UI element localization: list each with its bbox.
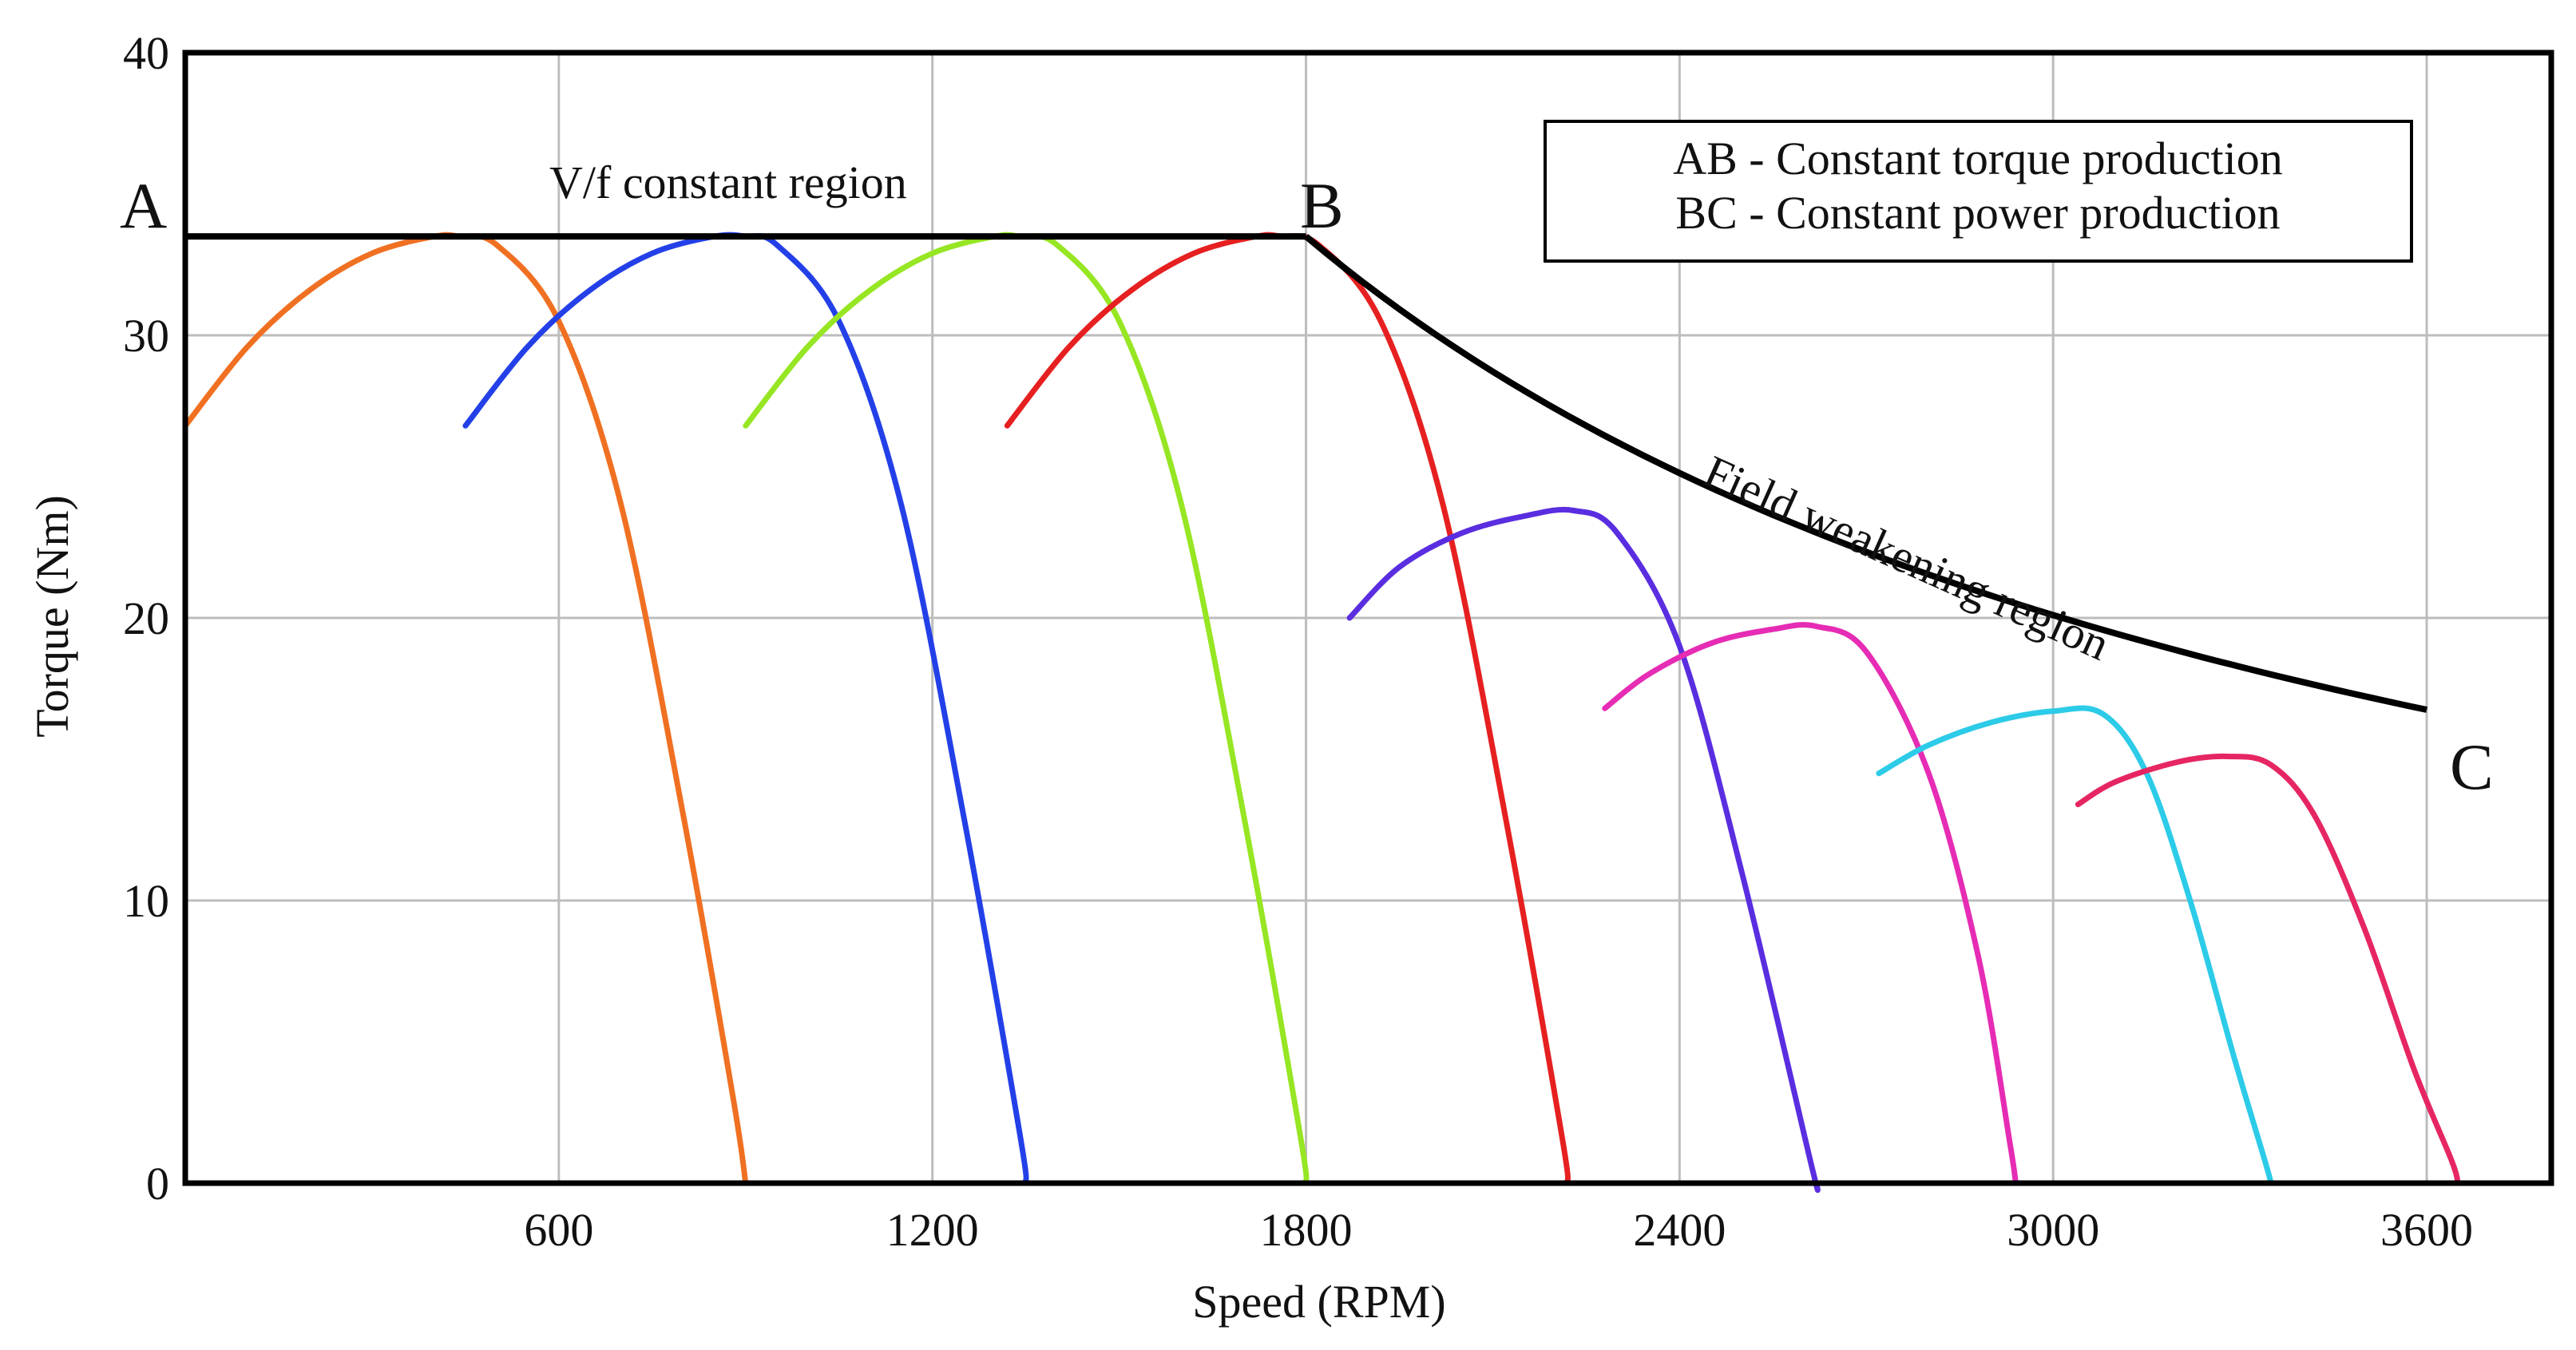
legend-frame: [1544, 120, 2413, 263]
point-label-b: B: [1300, 169, 1344, 242]
torque-curve-f6: [1602, 622, 2019, 1186]
x-tick-label-2400: 2400: [1633, 1204, 1726, 1256]
legend-box: AB - Constant torque production BC - Con…: [1544, 120, 2413, 263]
torque-curve-f7: [1876, 705, 2274, 1186]
plot-frame: [182, 49, 2554, 1186]
point-label-c: C: [2450, 730, 2494, 803]
tick-labels: 600 1200 1800 2400 3000 3600 0 10 20 30 40: [123, 27, 2473, 1256]
torque-curve-f1: [182, 232, 749, 1186]
torque-curve-f2: [462, 232, 1029, 1186]
torque-envelope: [185, 233, 2427, 713]
constant-power-curve-bc: [1303, 234, 2427, 713]
y-tick-label-40: 40: [123, 27, 169, 79]
vf-region-label: V/f constant region: [549, 156, 907, 208]
torque-curve-f5: [1346, 506, 1821, 1194]
y-tick-label-0: 0: [146, 1158, 169, 1209]
legend-entry-bc: BC - Constant power production: [1675, 187, 2280, 239]
x-tick-label-3000: 3000: [2007, 1204, 2099, 1256]
y-tick-label-20: 20: [123, 592, 169, 644]
torque-curves: [182, 232, 2461, 1194]
x-tick-label-1200: 1200: [886, 1204, 979, 1256]
y-axis-title: Torque (Nm): [26, 495, 78, 738]
x-tick-label-600: 600: [524, 1204, 593, 1256]
x-tick-label-3600: 3600: [2380, 1204, 2473, 1256]
y-tick-label-10: 10: [123, 875, 169, 927]
torque-curve-f4: [1004, 232, 1571, 1186]
y-tick-label-30: 30: [123, 310, 169, 362]
torque-curve-f3: [743, 232, 1310, 1186]
torque-curve-f8: [2075, 753, 2461, 1186]
point-label-a: A: [120, 169, 167, 242]
x-tick-label-1800: 1800: [1260, 1204, 1353, 1256]
x-axis-title: Speed (RPM): [1192, 1276, 1445, 1328]
legend-entry-ab: AB - Constant torque production: [1673, 133, 2283, 184]
